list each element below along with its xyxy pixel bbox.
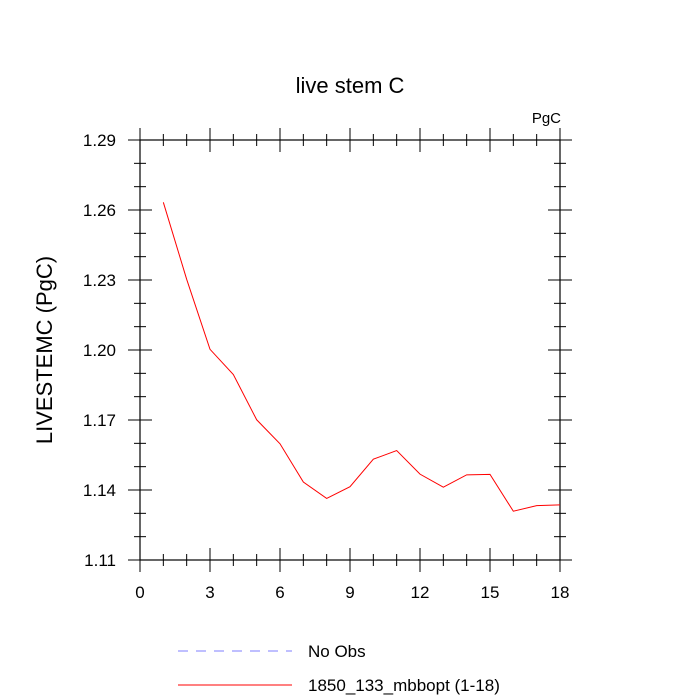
x-tick-label: 18 bbox=[551, 583, 570, 602]
x-tick-label: 6 bbox=[275, 583, 284, 602]
y-tick-label: 1.26 bbox=[83, 201, 116, 220]
plot-frame bbox=[139, 139, 561, 561]
y-tick-label: 1.29 bbox=[83, 131, 116, 150]
y-tick-label: 1.23 bbox=[83, 271, 116, 290]
x-tick-label: 9 bbox=[345, 583, 354, 602]
y-tick-label: 1.11 bbox=[84, 551, 116, 570]
y-tick-label: 1.20 bbox=[83, 341, 116, 360]
x-tick-label: 15 bbox=[481, 583, 500, 602]
x-tick-label: 12 bbox=[411, 583, 430, 602]
y-axis-ticks: 1.11 1.14 1.17 1.20 1.23 1.26 1.29 bbox=[83, 131, 572, 570]
units-label: PgC bbox=[532, 110, 561, 127]
series-line bbox=[162, 202, 561, 512]
legend: No Obs 1850_133_mbbopt (1-18) bbox=[178, 642, 500, 695]
x-tick-label: 0 bbox=[135, 583, 144, 602]
y-tick-label: 1.17 bbox=[83, 411, 116, 430]
legend-label: 1850_133_mbbopt (1-18) bbox=[308, 676, 500, 695]
series-layer bbox=[162, 202, 561, 512]
x-axis-ticks: 0 3 6 9 12 15 18 bbox=[135, 128, 569, 602]
chart-title: live stem C bbox=[296, 73, 405, 98]
y-axis-label: LIVESTEMC (PgC) bbox=[32, 256, 57, 444]
x-tick-label: 3 bbox=[205, 583, 214, 602]
y-tick-label: 1.14 bbox=[83, 481, 116, 500]
legend-label: No Obs bbox=[308, 642, 366, 661]
